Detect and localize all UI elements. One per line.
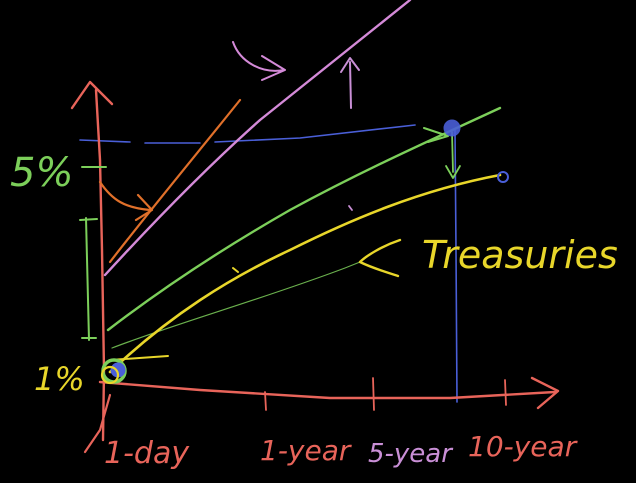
origin-marker-yellow	[100, 365, 120, 385]
label-treasuries: Treasuries	[422, 233, 618, 277]
label-1-percent: 1%	[34, 360, 85, 398]
x-tick-5-year	[372, 377, 375, 411]
yellow-start-tick	[109, 355, 169, 361]
green-pointer	[423, 127, 449, 143]
x-tick-label-1-year: 1-year	[260, 434, 352, 467]
x-tick-10-year	[504, 379, 507, 406]
x-tick-label-10-year: 10-year	[468, 430, 578, 463]
pink-curve	[103, 0, 412, 277]
blue-guide-horizontal	[79, 124, 416, 144]
x-tick-label-5-year: 5-year	[368, 439, 454, 469]
up-arrow-icon	[340, 57, 360, 109]
down-arrow-icon	[445, 131, 461, 179]
yellow-small-mark	[232, 267, 239, 273]
label-5-percent: 5%	[10, 150, 73, 196]
green-curve	[106, 106, 502, 332]
green-thin-line	[111, 261, 361, 349]
bracket-arrow-icon	[358, 238, 402, 278]
yellow-curve	[108, 173, 502, 374]
green-bracket-top-tick	[79, 218, 98, 221]
curl-arrow-icon	[232, 41, 286, 81]
blue-marker-10-year	[443, 119, 461, 137]
blue-marker-yellow-end	[497, 171, 509, 183]
y-axis-arrowhead	[70, 80, 114, 110]
green-bracket-vertical	[85, 217, 90, 341]
x-tick-1-year	[264, 391, 267, 411]
orange-curve	[108, 98, 242, 264]
axis-tail	[83, 393, 112, 454]
x-axis	[98, 380, 557, 400]
pink-small-mark	[348, 205, 353, 211]
x-axis-arrowhead	[530, 376, 560, 410]
y-axis	[94, 88, 106, 442]
x-tick-label-1-day: 1-day	[104, 436, 190, 471]
blue-guide-vertical	[454, 129, 458, 403]
bent-arrow-icon	[98, 180, 154, 222]
